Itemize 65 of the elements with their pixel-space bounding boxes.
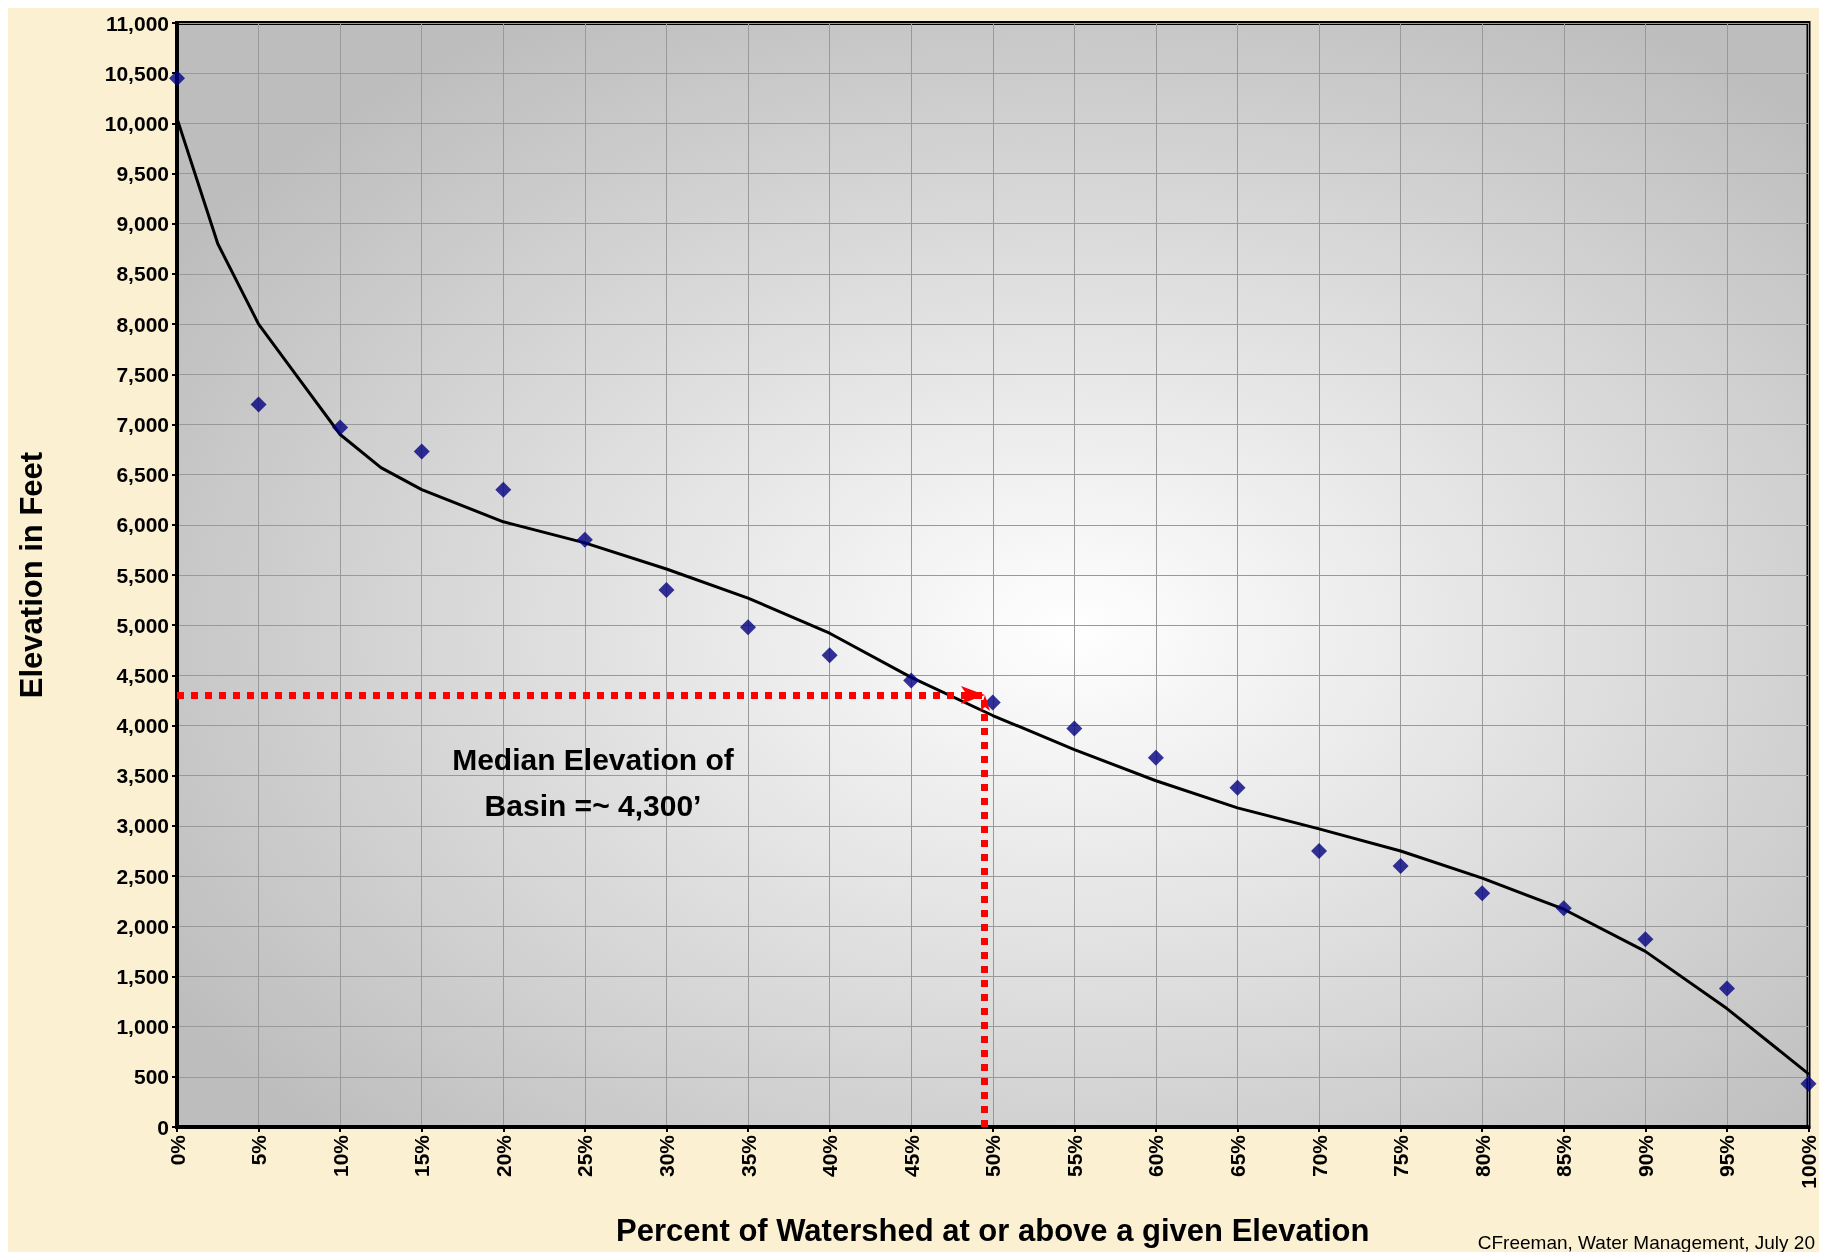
y-axis-title: Elevation in Feet [14,451,49,699]
y-tick-label: 8,500 [116,262,169,286]
y-tick-label: 4,000 [116,714,169,738]
point [169,70,185,87]
y-tick-label: 10,000 [104,111,169,135]
x-axis-title: Percent of Watershed at or above a given Elevation [616,1213,1370,1248]
x-tick-label: 55% [1062,1134,1086,1178]
x-tick-label: 95% [1715,1134,1739,1178]
point [740,619,757,636]
y-tick-label: 6,500 [116,463,169,487]
point [1555,900,1572,917]
point [1229,779,1246,796]
y-tick-label: 2,500 [116,864,169,888]
y-tick-label: 2,000 [116,914,169,938]
y-tick-label: 5,000 [116,613,169,637]
x-tick-label: 20% [491,1134,515,1178]
x-tick-label: 80% [1470,1134,1494,1178]
point [903,672,920,689]
y-tick-label: 6,000 [116,513,169,537]
x-tick-label: 35% [736,1134,760,1178]
y-tick-label: 500 [133,1065,169,1089]
point [1474,885,1491,902]
x-tick-label: 100% [1797,1134,1820,1189]
x-tick-label: 75% [1389,1134,1413,1178]
point [658,582,675,599]
point [1637,931,1654,948]
point [821,647,838,664]
point [1147,749,1164,766]
x-tick-label: 15% [410,1134,434,1178]
point [495,481,512,498]
point [1066,720,1083,737]
point [250,396,267,413]
point [1800,1075,1817,1092]
point [1311,843,1328,859]
y-tick-label: 9,500 [116,162,169,186]
point [413,443,430,460]
y-tick-label: 1,500 [116,964,169,988]
y-tick-label: 3,500 [116,764,169,788]
y-tick-label: 10,500 [104,61,169,85]
y-tick-label: 5,500 [116,563,169,587]
x-tick-label: 40% [818,1134,842,1178]
x-tick-label: 65% [1225,1134,1249,1178]
x-tick-label: 25% [573,1134,597,1178]
y-tick-label: 11,000 [105,11,169,35]
x-tick-label: 5% [247,1134,271,1166]
y-tick-label: 7,000 [116,412,169,436]
x-tick-label: 70% [1307,1134,1331,1178]
y-tick-label: 7,500 [116,362,169,386]
point [1718,980,1735,997]
y-tick-label: 4,500 [116,663,169,687]
y-tick-label: 3,000 [116,814,169,838]
x-tick-label: 45% [899,1134,923,1178]
point [332,419,349,436]
point [1392,858,1409,875]
x-tick-label: 60% [1144,1134,1168,1178]
y-tick-label: 1,000 [116,1015,169,1039]
x-tick-label: 50% [981,1134,1005,1178]
x-tick-label: 30% [654,1134,678,1178]
x-tick-label: 85% [1552,1134,1576,1178]
y-tick-label: 9,000 [116,212,169,236]
x-tick-label: 90% [1633,1134,1657,1178]
point [576,531,593,548]
y-tick-label: 8,000 [116,312,169,336]
x-tick-label: 10% [328,1134,352,1178]
annotation: Median Elevation of Basin =~ 4,300’ [452,742,735,822]
